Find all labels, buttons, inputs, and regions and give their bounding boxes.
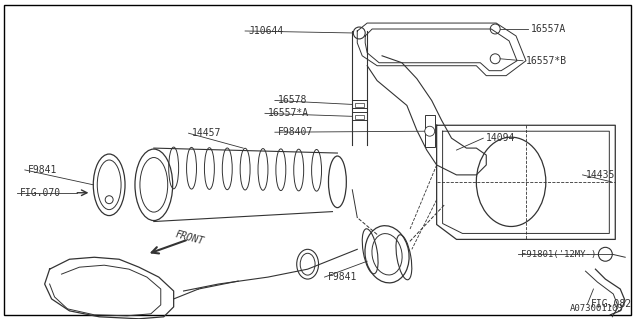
Text: 14457: 14457: [191, 128, 221, 138]
Text: F9841: F9841: [28, 165, 57, 175]
Text: F98407: F98407: [278, 127, 313, 137]
Text: FIG.070: FIG.070: [20, 188, 61, 198]
Text: 16557*A: 16557*A: [268, 108, 309, 118]
Bar: [425, 115, 435, 147]
Circle shape: [105, 196, 113, 204]
Text: FIG.082: FIG.082: [591, 299, 632, 309]
Bar: [355, 115, 364, 119]
Circle shape: [425, 126, 435, 136]
Text: F9841: F9841: [328, 272, 357, 282]
Text: 14094: 14094: [486, 133, 516, 143]
Text: 16578: 16578: [278, 95, 307, 106]
Bar: [352, 112, 367, 120]
Text: 16557*B: 16557*B: [526, 56, 567, 66]
Text: 14435: 14435: [586, 170, 615, 180]
Text: A073001103: A073001103: [570, 304, 623, 313]
Circle shape: [490, 54, 500, 64]
Text: F91801('12MY-): F91801('12MY-): [521, 250, 596, 259]
Circle shape: [490, 24, 500, 34]
Text: 16557A: 16557A: [531, 24, 566, 34]
Circle shape: [598, 247, 612, 261]
Bar: [355, 103, 364, 108]
Text: J10644: J10644: [248, 26, 284, 36]
Bar: [352, 100, 367, 108]
Text: FRONT: FRONT: [173, 230, 205, 247]
Circle shape: [353, 27, 365, 39]
